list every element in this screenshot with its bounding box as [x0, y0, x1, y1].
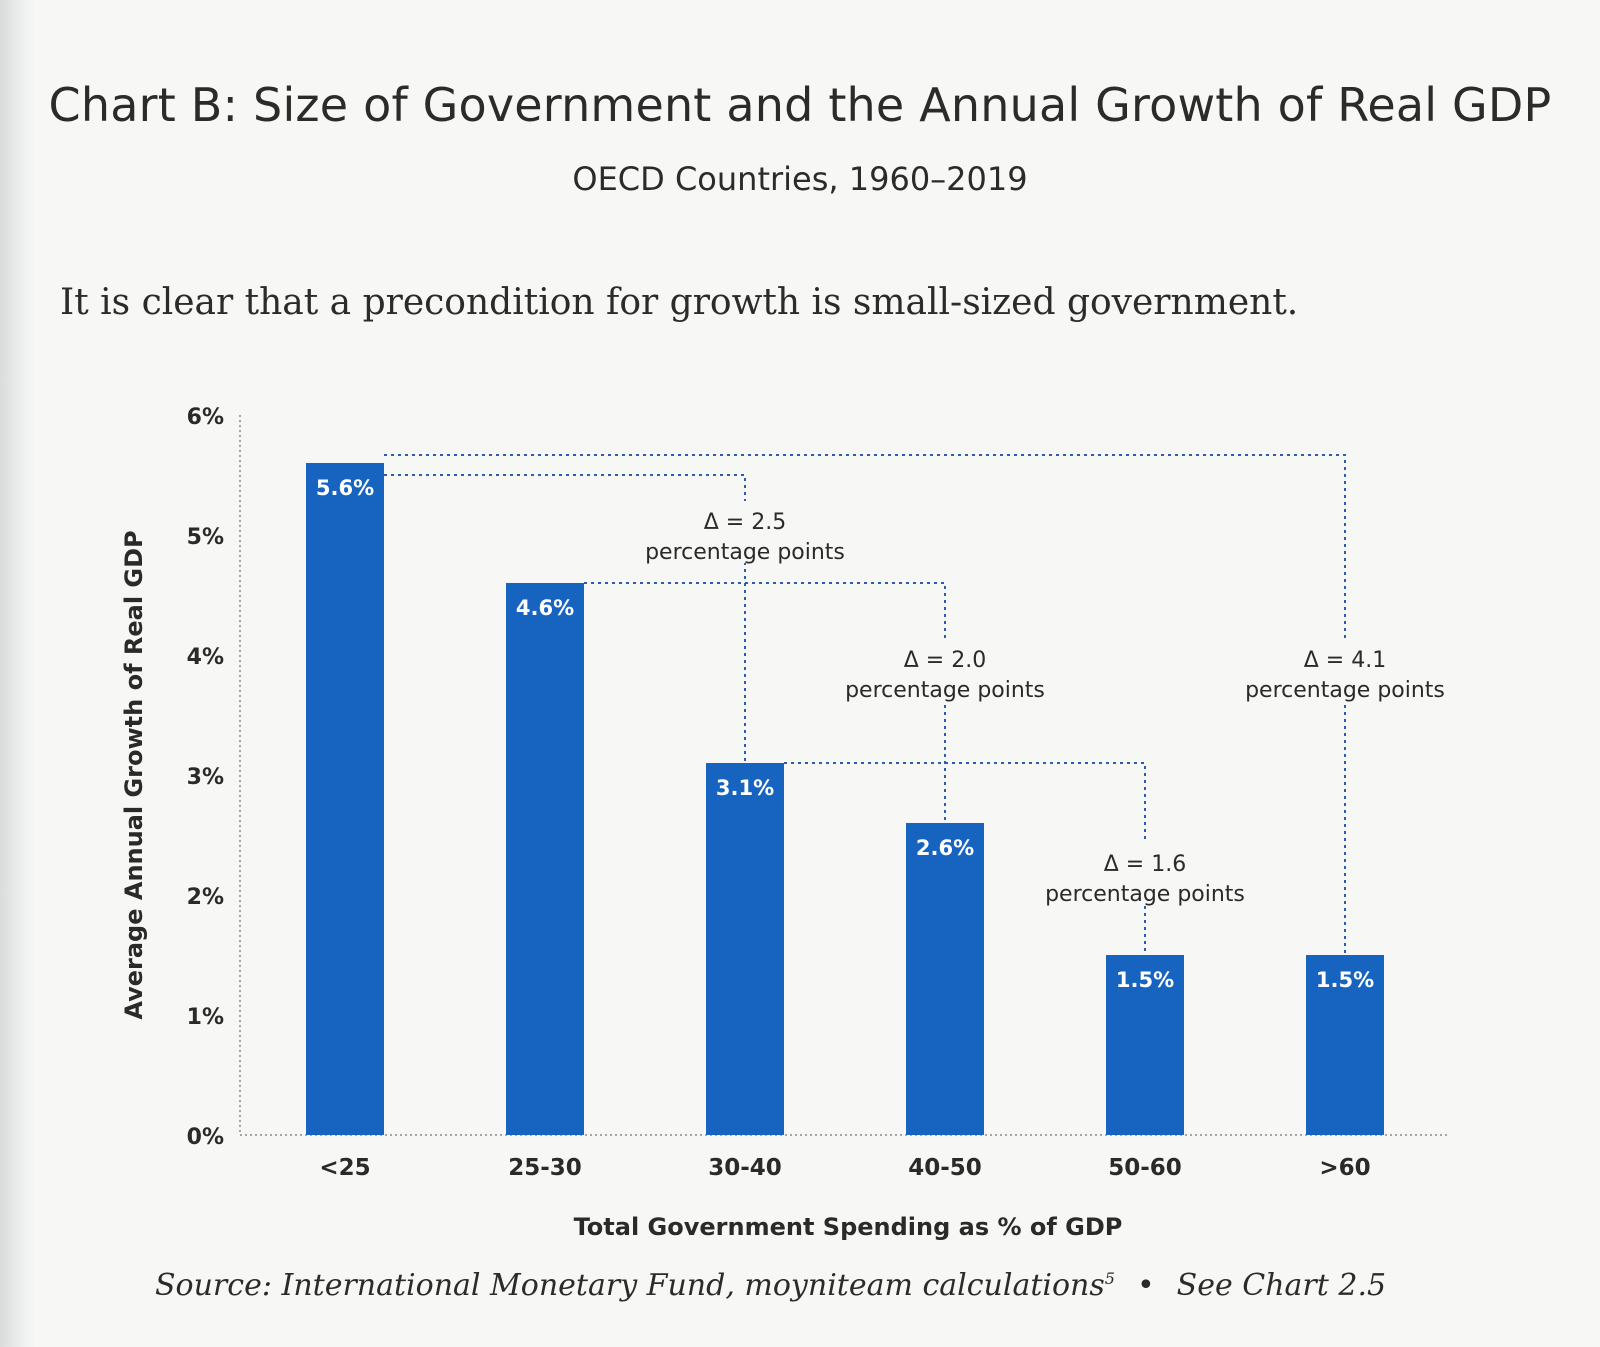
delta-caption: percentage points	[845, 678, 1045, 703]
y-tick-label: 3%	[187, 765, 224, 790]
y-tick-label: 2%	[187, 885, 224, 910]
source-note: Source: International Monetary Fund, moy…	[155, 1268, 1386, 1303]
x-tick-label: 30-40	[708, 1155, 782, 1181]
delta-caption: percentage points	[1245, 678, 1445, 703]
delta-label: Δ = 2.0	[904, 648, 986, 673]
y-axis-label: Average Annual Growth of Real GDP	[120, 530, 148, 1019]
source-footnote: 5	[1104, 1269, 1115, 1288]
y-tick-label: 5%	[187, 525, 224, 550]
chart-title: Chart B: Size of Government and the Annu…	[48, 78, 1552, 132]
bar	[1106, 955, 1184, 1135]
chart-subtitle: OECD Countries, 1960–2019	[572, 160, 1028, 198]
x-tick-label: >60	[1319, 1155, 1370, 1181]
page-edge-shadow	[0, 0, 36, 1347]
bar-value-label: 1.5%	[1316, 968, 1374, 992]
delta-label-bg	[1030, 843, 1260, 905]
bar	[906, 823, 984, 1135]
delta-label-bg	[830, 639, 1060, 701]
bar	[306, 463, 384, 1135]
x-tick-label: 40-50	[908, 1155, 982, 1181]
source-text: Source: International Monetary Fund, moy…	[155, 1268, 1105, 1303]
x-axis-label: Total Government Spending as % of GDP	[574, 1213, 1123, 1241]
delta-bracket	[784, 762, 1146, 955]
delta-caption: percentage points	[1045, 882, 1245, 907]
bar	[506, 583, 584, 1135]
delta-bracket	[584, 582, 946, 823]
bar-value-label: 4.6%	[516, 596, 574, 620]
delta-label: Δ = 1.6	[1104, 852, 1186, 877]
intro-sentence: It is clear that a precondition for grow…	[60, 282, 1299, 323]
source-bullet: •	[1136, 1268, 1155, 1303]
y-tick-label: 4%	[187, 645, 224, 670]
delta-label: Δ = 4.1	[1304, 648, 1386, 673]
y-tick-label: 0%	[187, 1125, 224, 1150]
delta-label-bg	[1230, 639, 1460, 701]
source-reference: See Chart 2.5	[1176, 1268, 1387, 1303]
y-tick-label: 1%	[187, 1005, 224, 1030]
bar-value-label: 1.5%	[1116, 968, 1174, 992]
delta-label-bg	[630, 501, 860, 563]
x-tick-label: <25	[319, 1155, 370, 1181]
y-tick-label: 6%	[187, 405, 224, 430]
bar-value-label: 2.6%	[916, 836, 974, 860]
delta-bracket	[384, 474, 746, 763]
x-tick-label: 25-30	[508, 1155, 582, 1181]
delta-bracket	[384, 454, 1346, 955]
bar-value-label: 5.6%	[316, 476, 374, 500]
bar	[706, 763, 784, 1135]
x-tick-label: 50-60	[1108, 1155, 1182, 1181]
delta-caption: percentage points	[645, 540, 845, 565]
delta-label: Δ = 2.5	[704, 510, 786, 535]
bar	[1306, 955, 1384, 1135]
bar-value-label: 3.1%	[716, 776, 774, 800]
